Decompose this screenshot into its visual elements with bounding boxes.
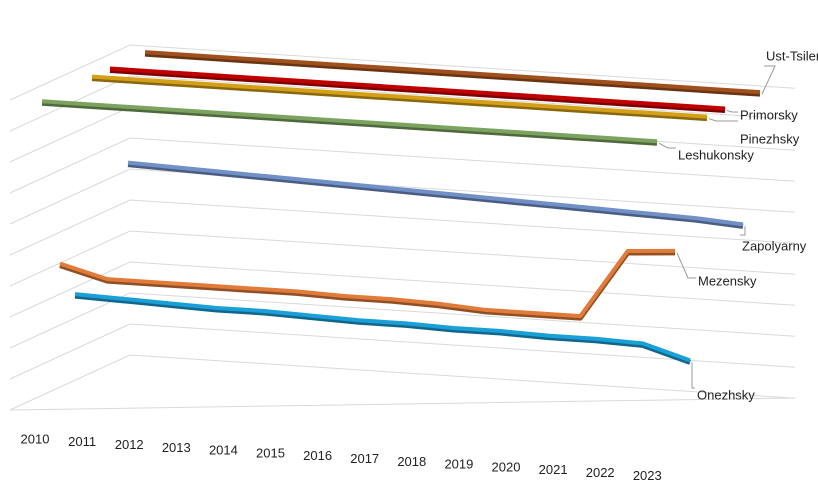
series-label: Onezhsky	[697, 387, 755, 402]
x-tick-label: 2018	[397, 454, 426, 469]
series-line	[74, 292, 691, 363]
series-label: Primorsky	[740, 107, 798, 122]
leader-line	[740, 226, 746, 236]
x-tick-label: 2017	[350, 451, 379, 466]
x-tick-label: 2022	[586, 465, 615, 480]
series-line-shadow	[127, 162, 744, 229]
x-tick-label: 2019	[444, 457, 473, 472]
x-tick-label: 2021	[539, 462, 568, 477]
x-tick-label: 2016	[303, 448, 332, 463]
x-tick-label: 2014	[209, 443, 238, 458]
grid-line	[9, 137, 796, 194]
grid-line	[9, 261, 796, 318]
floor-edge	[9, 397, 796, 411]
grid-line	[9, 199, 796, 256]
series-line	[109, 66, 726, 111]
x-tick-label: 2020	[492, 459, 521, 474]
series-label: Mezensky	[698, 273, 757, 288]
series-label: Ust-Tsilemsky	[766, 48, 818, 63]
leader-line	[676, 252, 696, 279]
grid-line	[9, 44, 796, 101]
leader-line	[726, 109, 738, 113]
series-line-shadow	[74, 293, 691, 365]
x-tick-label: 2010	[21, 431, 50, 446]
series-line	[91, 74, 708, 119]
x-tick-label: 2012	[115, 437, 144, 452]
grid-line	[9, 354, 796, 411]
leader-line	[691, 362, 695, 389]
leader-line	[708, 118, 738, 122]
grid-line	[9, 292, 796, 349]
x-tick-label: 2013	[162, 440, 191, 455]
grid-line	[9, 75, 796, 132]
grid-line	[9, 230, 796, 287]
x-tick-label: 2011	[68, 434, 96, 449]
grid-line	[9, 168, 796, 225]
series-label: Leshukonsky	[678, 147, 754, 162]
grid-line	[9, 323, 796, 380]
series-label: Pinezhsky	[740, 131, 800, 146]
x-tick-label: 2015	[256, 445, 285, 460]
series-line	[59, 248, 676, 319]
leader-line	[761, 65, 776, 95]
leader-line	[658, 142, 676, 149]
series-line	[41, 99, 658, 144]
series-line	[144, 50, 761, 95]
series-label: Zapolyarny	[742, 238, 807, 253]
series-line	[127, 160, 744, 227]
x-tick-label: 2023	[633, 468, 662, 483]
